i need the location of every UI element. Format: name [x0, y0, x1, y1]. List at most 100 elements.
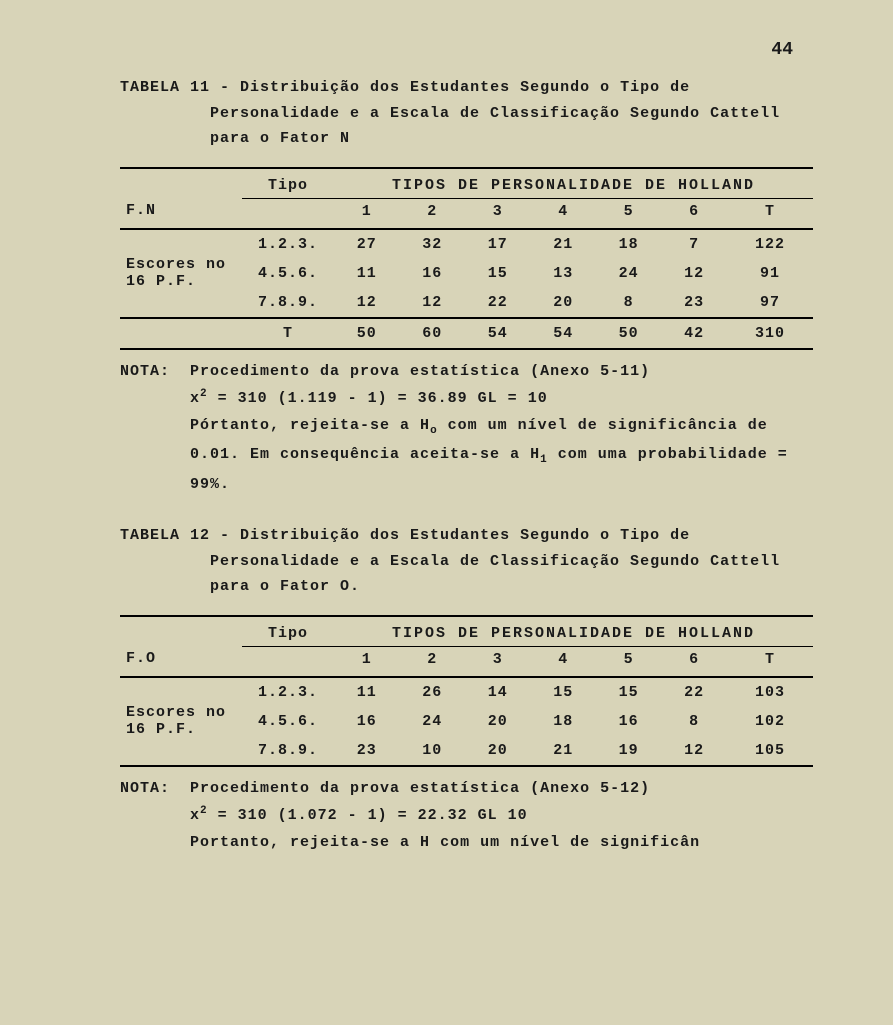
cell: 22 [661, 677, 726, 707]
table-12-title: TABELA 12 - Distribuição dos Estudantes … [120, 523, 813, 600]
cell: 21 [530, 229, 595, 259]
table-11-header-row-2: F.N 1 2 3 4 5 6 T [120, 198, 813, 229]
cell: 24 [596, 259, 661, 288]
cell: 21 [530, 736, 595, 766]
cell: 14 [465, 677, 530, 707]
cell: 4.5.6. [242, 707, 334, 736]
nota-label: NOTA: [120, 775, 180, 802]
col-h-5: 5 [596, 646, 661, 677]
cell: 50 [596, 318, 661, 349]
cell: 16 [334, 707, 399, 736]
nota-conclusion-a: Pórtanto, rejeita-se a H [190, 417, 430, 434]
cell: 12 [661, 259, 726, 288]
cell: 97 [727, 288, 813, 318]
cell: 18 [596, 229, 661, 259]
cell: 4.5.6. [242, 259, 334, 288]
cell: 15 [596, 677, 661, 707]
table-12-title-text: Distribuição dos Estudantes Segundo o Ti… [210, 527, 780, 595]
cell: 7.8.9. [242, 736, 334, 766]
cell: 12 [334, 288, 399, 318]
cell: 15 [530, 677, 595, 707]
nota-line: Procedimento da prova estatística (Anexo… [190, 363, 650, 380]
row-group-label: Escores no 16 P.F. [120, 677, 242, 766]
cell: 32 [399, 229, 464, 259]
col-h-1: 1 [334, 646, 399, 677]
cell: 105 [727, 736, 813, 766]
tipo-header: Tipo [242, 168, 334, 199]
nota-line: Procedimento da prova estatística (Anexo… [190, 780, 650, 797]
col-h-4: 4 [530, 198, 595, 229]
holland-spanner: TIPOS DE PERSONALIDADE DE HOLLAND [334, 168, 813, 199]
cell: 11 [334, 259, 399, 288]
tipo-header: Tipo [242, 616, 334, 647]
cell: 19 [596, 736, 661, 766]
cell: 91 [727, 259, 813, 288]
cell: 23 [661, 288, 726, 318]
cell: 26 [399, 677, 464, 707]
cell: 11 [334, 677, 399, 707]
col-h-t: T [727, 646, 813, 677]
table-12-title-prefix: TABELA 12 - [120, 527, 240, 544]
cell: 15 [465, 259, 530, 288]
cell: 10 [399, 736, 464, 766]
nota-x: x [190, 390, 200, 407]
cell: 24 [399, 707, 464, 736]
total-row: T 50 60 54 54 50 42 310 [120, 318, 813, 349]
document-page: 44 TABELA 11 - Distribuição dos Estudant… [0, 0, 893, 901]
page-number: 44 [120, 40, 813, 60]
factor-label: F.O [120, 646, 242, 677]
col-h-t: T [727, 198, 813, 229]
cell: 23 [334, 736, 399, 766]
cell: 20 [465, 707, 530, 736]
holland-spanner: TIPOS DE PERSONALIDADE DE HOLLAND [334, 616, 813, 647]
cell: 1.2.3. [242, 229, 334, 259]
cell: 60 [399, 318, 464, 349]
nota-eq: = 310 (1.119 - 1) = 36.89 GL = 10 [208, 390, 548, 407]
col-h-6: 6 [661, 646, 726, 677]
cell: T [242, 318, 334, 349]
cell: 12 [399, 288, 464, 318]
cell: 20 [465, 736, 530, 766]
cell: 16 [596, 707, 661, 736]
table-row: Escores no 16 P.F. 1.2.3. 27 32 17 21 18… [120, 229, 813, 259]
table-12-header-row-2: F.O 1 2 3 4 5 6 T [120, 646, 813, 677]
cell: 122 [727, 229, 813, 259]
col-h-1: 1 [334, 198, 399, 229]
table-11-title: TABELA 11 - Distribuição dos Estudantes … [120, 75, 813, 152]
nota-11: NOTA: Procedimento da prova estatística … [120, 358, 813, 499]
cell: 8 [661, 707, 726, 736]
cell: 7.8.9. [242, 288, 334, 318]
cell: 17 [465, 229, 530, 259]
table-12-header-row-1: Tipo TIPOS DE PERSONALIDADE DE HOLLAND [120, 616, 813, 647]
cell: 54 [530, 318, 595, 349]
cell: 22 [465, 288, 530, 318]
cell: 1.2.3. [242, 677, 334, 707]
table-11-title-prefix: TABELA 11 - [120, 79, 240, 96]
cell: 7 [661, 229, 726, 259]
col-h-4: 4 [530, 646, 595, 677]
table-11-header-row-1: Tipo TIPOS DE PERSONALIDADE DE HOLLAND [120, 168, 813, 199]
table-12: Tipo TIPOS DE PERSONALIDADE DE HOLLAND F… [120, 615, 813, 767]
cell: 27 [334, 229, 399, 259]
cell: 103 [727, 677, 813, 707]
nota-12: NOTA: Procedimento da prova estatística … [120, 775, 813, 856]
nota-conclusion-b: com um nível de significân [430, 834, 700, 851]
cell: 20 [530, 288, 595, 318]
nota-body: Procedimento da prova estatística (Anexo… [190, 358, 813, 499]
cell: 310 [727, 318, 813, 349]
col-h-5: 5 [596, 198, 661, 229]
cell: 12 [661, 736, 726, 766]
table-11-title-text: Distribuição dos Estudantes Segundo o Ti… [210, 79, 780, 147]
col-h-3: 3 [465, 646, 530, 677]
nota-conclusion-a: Portanto, rejeita-se a H [190, 834, 430, 851]
nota-body: Procedimento da prova estatística (Anexo… [190, 775, 813, 856]
cell: 42 [661, 318, 726, 349]
cell: 102 [727, 707, 813, 736]
col-h-2: 2 [399, 646, 464, 677]
col-h-2: 2 [399, 198, 464, 229]
cell: 13 [530, 259, 595, 288]
row-group-label: Escores no 16 P.F. [120, 229, 242, 318]
cell: 54 [465, 318, 530, 349]
factor-label: F.N [120, 198, 242, 229]
cell: 50 [334, 318, 399, 349]
